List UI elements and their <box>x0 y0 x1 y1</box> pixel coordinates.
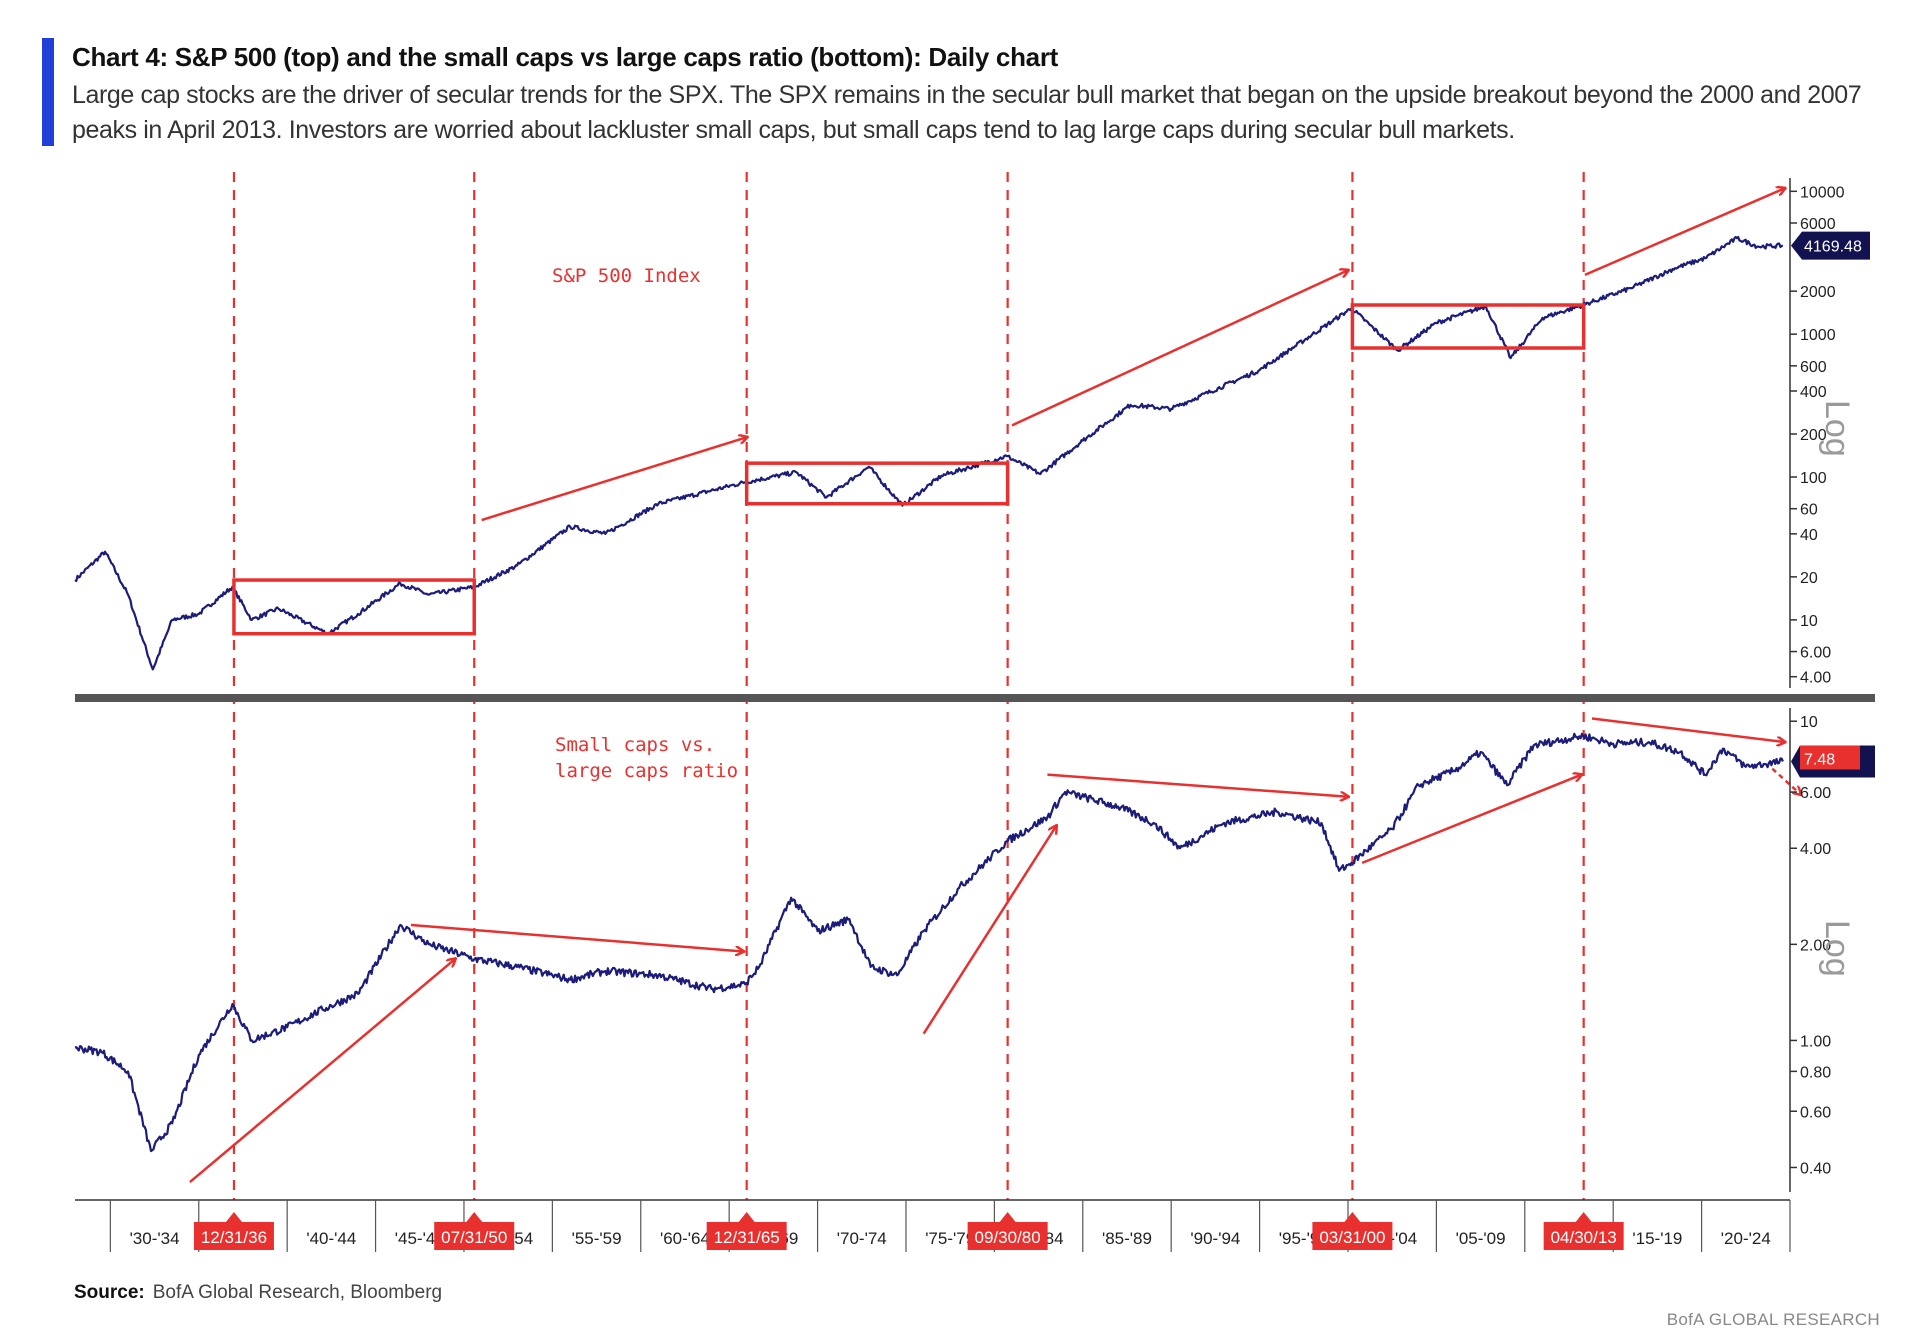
date-marker-box-0 <box>193 1222 274 1250</box>
chart-subtitle: Large cap stocks are the driver of secul… <box>72 81 1862 144</box>
date-marker-label-0: 12/31/36 <box>201 1228 267 1247</box>
date-marker-arrow-3 <box>999 1212 1016 1222</box>
bottom-y-tick-label-4: 1.00 <box>1800 1033 1831 1050</box>
marker-guides <box>75 172 1875 1200</box>
date-marker-box-4 <box>1312 1222 1393 1250</box>
trend-arrow-top-2 <box>1584 188 1785 277</box>
ratio-annotation-line-1: Small caps vs. <box>555 734 715 756</box>
x-axis: '30-'34'35-'39'40-'44'45-'49'50-'54'55-'… <box>75 1199 1791 1252</box>
x-tick-label-8: '70-'74 <box>837 1229 887 1248</box>
date-marker-arrow-5 <box>1575 1212 1592 1222</box>
x-tick-label-18: '20-'24 <box>1721 1229 1771 1248</box>
top-y-tick-label-1: 6000 <box>1800 216 1836 233</box>
bottom-log-label: Log <box>1818 920 1856 977</box>
trend-arrow-top-1 <box>1011 270 1348 427</box>
date-marker-box-1 <box>434 1222 515 1250</box>
top-y-tick-label-12: 6.00 <box>1800 645 1831 662</box>
top-log-label: Log <box>1818 400 1856 457</box>
date-marker-label-4: 03/31/00 <box>1319 1228 1385 1247</box>
date-marker-box-2 <box>706 1222 787 1250</box>
source-line: Source: BofA Global Research, Bloomberg <box>74 1282 442 1304</box>
bottom-y-tick-label-6: 0.60 <box>1800 1104 1831 1121</box>
sp500-annotation: S&P 500 Index <box>552 265 701 287</box>
trend-arrow-bottom-5 <box>1591 717 1785 742</box>
trend-arrow-bottom-3 <box>1047 773 1348 797</box>
top-y-tick-label-13: 4.00 <box>1800 670 1831 687</box>
x-tick-label-9: '75-'79 <box>925 1229 975 1248</box>
top-y-tick-label-10: 20 <box>1800 570 1818 587</box>
consolidation-box-2 <box>1350 303 1586 350</box>
top-y-tick-label-9: 40 <box>1800 527 1818 544</box>
top-y-tick-label-0: 10000 <box>1800 184 1845 201</box>
date-marker-label-5: 04/30/13 <box>1551 1228 1617 1247</box>
top-y-tick-label-5: 400 <box>1800 384 1827 401</box>
bottom-y-tick-label-2: 4.00 <box>1800 841 1831 858</box>
trend-arrow-bottom-6 <box>1771 767 1800 795</box>
x-tick-label-5: '55-'59 <box>572 1229 622 1248</box>
brand-footer: BofA GLOBAL RESEARCH <box>1666 1310 1880 1329</box>
source-text: BofA Global Research, Bloomberg <box>152 1282 443 1303</box>
date-marker-box-3 <box>967 1222 1048 1250</box>
date-marker-label-3: 09/30/80 <box>975 1228 1041 1247</box>
bottom-y-tick-label-7: 0.40 <box>1800 1160 1831 1177</box>
trend-arrow-bottom-4 <box>1361 775 1581 865</box>
top-last-value-label: 4169.48 <box>1804 239 1862 256</box>
bottom-last-value-label: 7.48 <box>1804 751 1835 768</box>
bottom-y-tick-label-3: 2.00 <box>1800 937 1831 954</box>
consolidation-box-0 <box>232 578 476 636</box>
date-marker-arrow-2 <box>738 1212 755 1222</box>
top-panel: S&P 500 Index 10000 6000 2000 1000 600 400 200 1… <box>74 178 1870 688</box>
date-marker-label-2: 12/31/65 <box>714 1228 780 1247</box>
top-y-tick-label-6: 200 <box>1800 427 1827 444</box>
date-marker-arrow-4 <box>1344 1212 1361 1222</box>
x-tick-label-17: '15-'19 <box>1632 1229 1682 1248</box>
bottom-last-value-tag <box>1800 745 1860 770</box>
sp500-line <box>74 235 1784 671</box>
date-marker-arrow-0 <box>225 1212 242 1222</box>
consolidation-box-1 <box>744 461 1010 506</box>
top-y-tick-label-11: 10 <box>1800 613 1818 630</box>
x-tick-label-15: '05-'09 <box>1456 1229 1506 1248</box>
chart-title: Chart 4: S&P 500 (top) and the small cap… <box>72 42 1058 72</box>
top-y-tick-label-2: 2000 <box>1800 284 1836 301</box>
title-accent-bar <box>42 38 54 146</box>
ratio-annotation-line-2: large caps ratio <box>555 760 738 782</box>
top-last-value-tag <box>1791 231 1870 260</box>
date-marker-box-5 <box>1543 1222 1624 1250</box>
trend-arrow-bottom-2 <box>922 826 1057 1035</box>
x-tick-label-6: '60-'64 <box>660 1229 710 1248</box>
trend-arrow-top-0 <box>481 437 747 522</box>
x-tick-label-2: '40-'44 <box>306 1229 356 1248</box>
top-y-tick-label-4: 600 <box>1800 359 1827 376</box>
top-y-tick-label-3: 1000 <box>1800 327 1836 344</box>
date-marker-label-1: 07/31/50 <box>441 1228 507 1247</box>
trend-arrow-bottom-0 <box>189 959 455 1184</box>
bottom-y-tick-label-1: 6.00 <box>1800 785 1831 802</box>
x-tick-label-11: '85-'89 <box>1102 1229 1152 1248</box>
date-marker-arrow-1 <box>466 1212 483 1222</box>
top-y-tick-label-7: 100 <box>1800 470 1827 487</box>
ratio-line <box>74 732 1784 1153</box>
bottom-y-tick-label-5: 0.80 <box>1800 1064 1831 1081</box>
top-y-tick-label-8: 60 <box>1800 502 1818 519</box>
bottom-y-tick-label-0: 10 <box>1800 714 1818 731</box>
source-label: Source: <box>74 1282 145 1303</box>
trend-arrow-bottom-1 <box>410 923 743 951</box>
x-tick-label-12: '90-'94 <box>1190 1229 1240 1248</box>
panel-divider <box>75 694 1875 702</box>
x-tick-label-3: '45-'49 <box>395 1229 445 1248</box>
bottom-panel: Small caps vs. large caps ratio 10 6.00 4.00… <box>74 708 1875 1192</box>
x-tick-label-0: '30-'34 <box>130 1229 180 1248</box>
